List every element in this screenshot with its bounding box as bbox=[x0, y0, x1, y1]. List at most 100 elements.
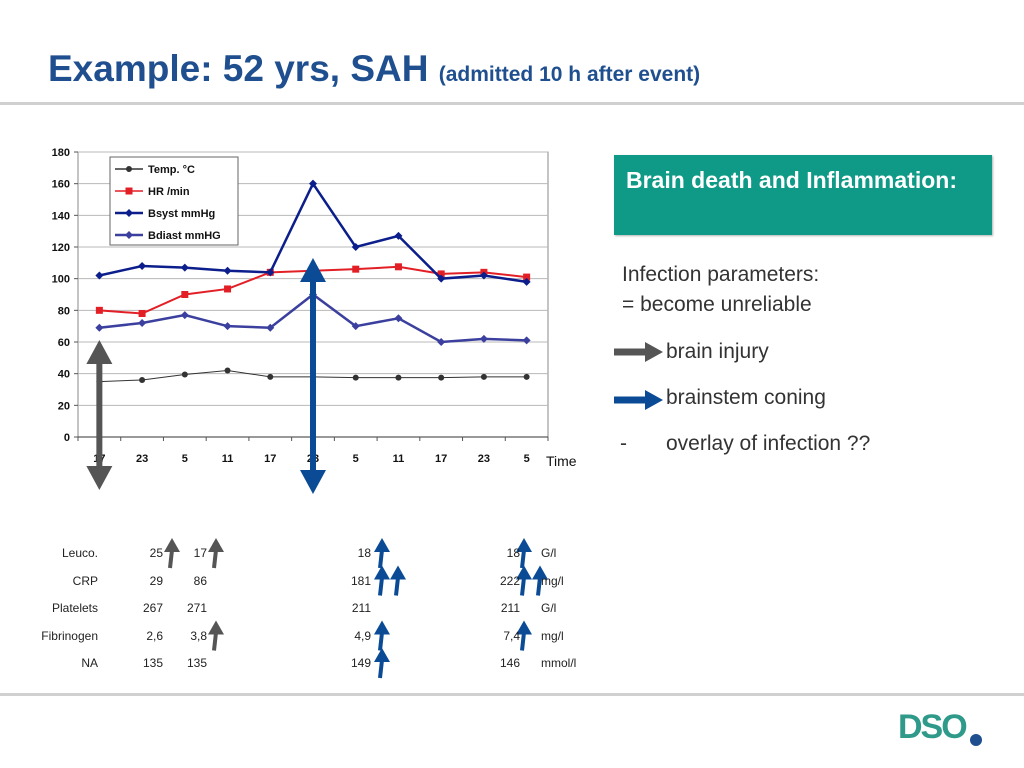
series-0-point-3 bbox=[224, 367, 231, 374]
y-tick-label-140: 140 bbox=[52, 210, 70, 222]
lab-cell-unit: mg/l bbox=[541, 573, 564, 588]
lab-arrow-3-1-head bbox=[374, 620, 390, 635]
series-2-point-5 bbox=[309, 179, 317, 188]
series-2-point-3 bbox=[223, 266, 232, 275]
legend-label-1: HR /min bbox=[148, 186, 190, 198]
y-tick-label-120: 120 bbox=[52, 242, 70, 254]
lab-cell-v1: 25 bbox=[149, 546, 163, 560]
y-tick-label-160: 160 bbox=[52, 179, 70, 191]
y-tick-label-100: 100 bbox=[52, 274, 70, 286]
lab-arrow-1-2-head bbox=[516, 565, 532, 580]
series-0-point-7 bbox=[395, 374, 402, 381]
x-tick-label-8: 17 bbox=[435, 453, 447, 465]
series-2-point-9 bbox=[479, 271, 488, 280]
lab-arrow-0-0-head bbox=[164, 538, 180, 552]
legend-label-2: Bsyst mmHg bbox=[148, 208, 215, 220]
lab-cell-v2: 271 bbox=[186, 601, 207, 615]
lab-cell-v2: 3,8 bbox=[190, 628, 207, 643]
lab-arrow-1-0-head bbox=[374, 565, 390, 580]
lab-cell-v4: 211 bbox=[500, 601, 520, 615]
legend-swatch-marker-2 bbox=[125, 209, 133, 217]
series-1-point-0 bbox=[95, 306, 103, 314]
series-2-point-6 bbox=[351, 243, 360, 251]
lab-cell-v2: 86 bbox=[193, 573, 207, 588]
series-0-point-4 bbox=[267, 373, 274, 380]
top-divider bbox=[0, 102, 1024, 105]
series-0-point-10 bbox=[523, 373, 530, 380]
bullet-heading: Infection parameters: bbox=[622, 263, 820, 286]
lab-arrow-1-1-head bbox=[390, 565, 406, 580]
lab-cell-v1: 135 bbox=[142, 656, 163, 670]
lab-arrow-0-1-shaft bbox=[212, 549, 218, 569]
lab-cell-v3: 18 bbox=[357, 546, 371, 560]
series-3-point-9 bbox=[479, 334, 488, 343]
series-0-point-9 bbox=[480, 373, 487, 380]
lab-cell-v3: 211 bbox=[351, 601, 371, 615]
lab-cell-label: CRP bbox=[72, 573, 98, 588]
lab-arrow-3-0-shaft bbox=[212, 632, 218, 651]
lab-arrow-1-2-shaft bbox=[520, 577, 526, 596]
lab-cell-label: Fibrinogen bbox=[41, 628, 98, 643]
series-3-point-2 bbox=[180, 311, 189, 320]
series-2-point-7 bbox=[394, 231, 403, 240]
lab-cell-v4: 222 bbox=[499, 573, 520, 588]
y-tick-label-20: 20 bbox=[58, 400, 70, 412]
lab-cell-unit: mg/l bbox=[541, 628, 564, 643]
series-2-point-10 bbox=[522, 277, 531, 286]
series-1-point-7 bbox=[394, 263, 402, 271]
series-0-point-6 bbox=[352, 374, 359, 381]
series-3-point-3 bbox=[223, 322, 232, 331]
lab-arrow-3-2-head bbox=[516, 620, 532, 635]
bullet-dash: - bbox=[620, 432, 627, 455]
lab-cell-unit: G/l bbox=[541, 546, 557, 560]
legend-label-3: Bdiast mmHG bbox=[148, 230, 221, 242]
x-tick-label-9: 23 bbox=[478, 453, 490, 465]
x-tick-label-1: 23 bbox=[136, 453, 148, 465]
lab-cell-v4: 146 bbox=[499, 656, 520, 670]
callout-box: Brain death and Inflammation: bbox=[614, 155, 992, 235]
series-1-point-10 bbox=[523, 273, 531, 281]
page-title-main: Example: 52 yrs, SAH bbox=[48, 48, 429, 89]
lab-arrow-0-2-shaft bbox=[378, 549, 384, 569]
bullet-item-infection: overlay of infection ?? bbox=[666, 432, 871, 455]
legend-swatch-marker-3 bbox=[125, 231, 133, 239]
annotation-arrow-down-head-0 bbox=[86, 466, 113, 490]
x-tick-label-4: 17 bbox=[264, 453, 276, 465]
lab-arrow-0-3-shaft bbox=[520, 549, 526, 569]
legend-swatch-marker-0 bbox=[126, 166, 132, 172]
lab-arrow-3-1-shaft bbox=[378, 632, 384, 651]
page-title: Example: 52 yrs, SAH (admitted 10 h afte… bbox=[48, 48, 700, 90]
lab-cell-v1: 2,6 bbox=[146, 628, 163, 643]
x-tick-label-3: 11 bbox=[222, 453, 234, 465]
bullet-subheading: = become unreliable bbox=[622, 293, 812, 316]
legend-swatch-marker-1 bbox=[125, 187, 133, 195]
series-3-point-0 bbox=[95, 323, 104, 332]
series-2-point-1 bbox=[138, 262, 147, 270]
series-2-point-0 bbox=[95, 271, 104, 280]
x-tick-label-2: 5 bbox=[182, 453, 188, 465]
legend-label-0: Temp. °C bbox=[148, 164, 195, 176]
lab-arrow-4-0-head bbox=[374, 648, 390, 662]
lab-cell-v2: 135 bbox=[186, 656, 207, 670]
series-3-point-4 bbox=[266, 323, 275, 332]
logo-dot bbox=[970, 734, 982, 746]
series-1-point-2 bbox=[181, 291, 189, 298]
lab-cell-label: Leuco. bbox=[61, 546, 98, 560]
lab-arrow-0-3-head bbox=[516, 538, 532, 552]
bottom-divider bbox=[0, 693, 1024, 696]
annotation-arrow-down-head-1 bbox=[300, 470, 326, 494]
page-title-sub: (admitted 10 h after event) bbox=[438, 63, 701, 86]
lab-cell-v3: 149 bbox=[350, 656, 371, 670]
series-0-point-1 bbox=[139, 377, 146, 383]
lab-cell-v3: 181 bbox=[350, 573, 371, 588]
lab-arrow-1-3-head bbox=[532, 565, 548, 580]
series-3-point-10 bbox=[522, 336, 531, 345]
x-tick-label-10: 5 bbox=[524, 453, 530, 465]
series-1-point-1 bbox=[138, 310, 146, 317]
series-3-point-1 bbox=[138, 319, 147, 327]
lab-cell-v4: 18 bbox=[506, 546, 520, 560]
x-tick-label-7: 11 bbox=[393, 453, 405, 465]
y-tick-label-40: 40 bbox=[58, 369, 70, 381]
x-axis-label: Time bbox=[546, 453, 577, 469]
